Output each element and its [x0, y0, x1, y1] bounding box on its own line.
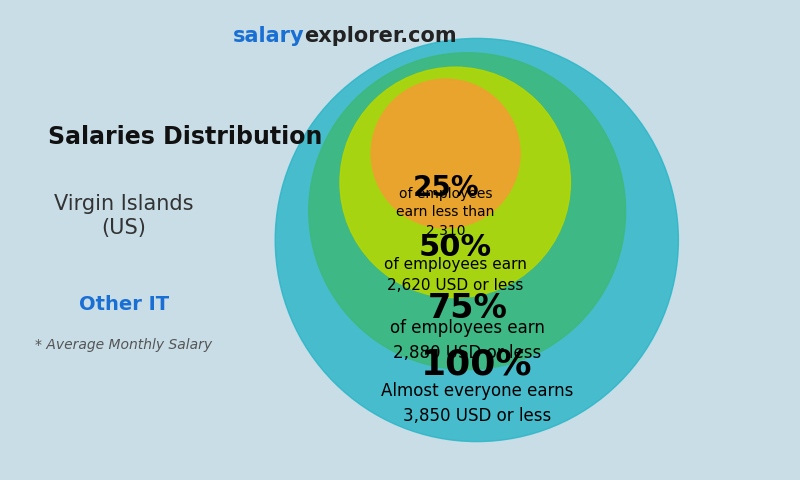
Text: 100%: 100%: [421, 348, 533, 382]
Text: 50%: 50%: [418, 233, 492, 262]
Text: 75%: 75%: [427, 292, 507, 324]
Circle shape: [340, 67, 570, 298]
Text: 25%: 25%: [412, 174, 479, 202]
Circle shape: [309, 53, 626, 370]
Text: of employees earn
2,880 USD or less: of employees earn 2,880 USD or less: [390, 319, 545, 362]
Text: of employees earn
2,620 USD or less: of employees earn 2,620 USD or less: [384, 257, 526, 293]
Text: Other IT: Other IT: [79, 295, 169, 314]
Text: explorer.com: explorer.com: [304, 26, 457, 47]
Text: of employees
earn less than
2,310: of employees earn less than 2,310: [397, 187, 494, 238]
Text: Almost everyone earns
3,850 USD or less: Almost everyone earns 3,850 USD or less: [381, 382, 573, 425]
Text: Salaries Distribution: Salaries Distribution: [48, 125, 322, 149]
Circle shape: [371, 79, 520, 228]
Text: salary: salary: [232, 26, 304, 47]
Circle shape: [275, 38, 678, 442]
Text: * Average Monthly Salary: * Average Monthly Salary: [35, 338, 213, 352]
Text: Virgin Islands
(US): Virgin Islands (US): [54, 194, 194, 238]
